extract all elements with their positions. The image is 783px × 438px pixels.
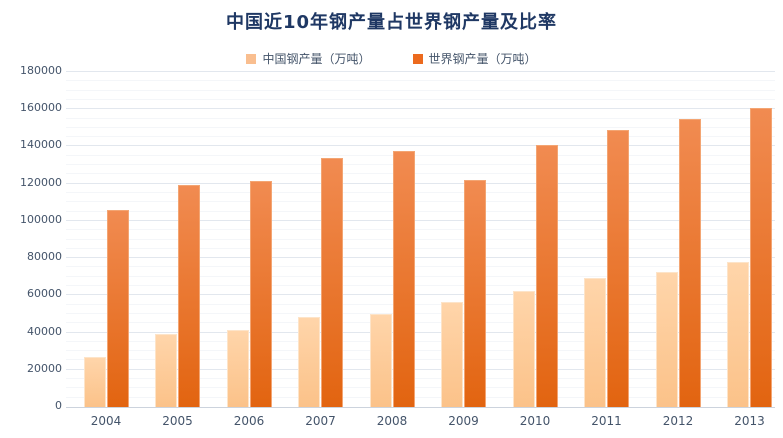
bar-group-2010 — [512, 145, 558, 407]
china-bar-2004 — [83, 357, 106, 407]
gridline-major — [66, 182, 775, 184]
x-axis-label: 2010 — [519, 414, 551, 428]
legend-item[interactable]: 中国钢产量（万吨） — [246, 50, 371, 67]
gridline-minor — [66, 378, 775, 380]
x-axis-label: 2011 — [591, 414, 622, 428]
gridline-minor — [66, 350, 775, 352]
y-tick-label: 20000 — [27, 361, 62, 375]
gridline-minor — [66, 136, 775, 138]
gridline-minor — [66, 340, 775, 342]
y-tick-label: 180000 — [20, 64, 62, 77]
gridline-minor — [66, 322, 775, 324]
gridline-minor — [66, 201, 775, 203]
gridline-minor — [66, 164, 775, 166]
world-bar-2005 — [178, 185, 200, 407]
world-bar-2013 — [750, 108, 772, 407]
china-bar-2012 — [655, 272, 678, 407]
x-axis-label: 2012 — [662, 414, 694, 428]
bar-group-2012 — [655, 119, 701, 407]
gridline-minor — [66, 80, 775, 82]
y-tick-label: 100000 — [20, 212, 62, 226]
plot-area: 0 20000 40000 60000 80000 100000 120000 140000 1… — [20, 65, 775, 428]
y-tick-label: 140000 — [20, 138, 62, 152]
x-axis-label: 2006 — [233, 414, 265, 428]
y-tick-label: 40000 — [27, 324, 62, 338]
gridline-major — [66, 145, 775, 147]
gridline-major — [66, 331, 775, 333]
gridline-minor — [66, 229, 775, 231]
world-bar-2009 — [464, 180, 486, 407]
gridline-major — [66, 257, 775, 259]
bar-group-2011 — [584, 130, 629, 407]
china-bar-2005 — [155, 334, 177, 407]
gridline-minor — [66, 117, 775, 119]
y-tick-label: 160000 — [20, 101, 62, 115]
x-axis-label: 2004 — [90, 414, 122, 428]
x-axis-label: 2008 — [376, 414, 408, 428]
world-bar-2007 — [321, 158, 343, 407]
gridline-minor — [66, 312, 775, 314]
gridline-minor — [66, 126, 775, 128]
gridline-minor — [66, 98, 775, 100]
gridline-minor — [66, 275, 775, 277]
gridline-minor — [66, 191, 775, 193]
gridline-minor — [66, 89, 775, 91]
y-tick-label: 60000 — [27, 287, 62, 301]
y-tick-label: 0 — [55, 399, 62, 412]
bar-group-2008 — [369, 151, 415, 407]
bar-group-2007 — [298, 158, 343, 407]
china-bar-2008 — [369, 314, 392, 407]
china-series-swatch — [246, 53, 257, 64]
gridline-minor — [66, 173, 775, 175]
world-bar-2010 — [535, 145, 558, 407]
bar-group-2005 — [155, 185, 200, 407]
gridline-major — [66, 368, 775, 370]
bar-group-2006 — [226, 181, 272, 407]
bar-group-2013 — [727, 108, 772, 407]
x-axis-line — [66, 407, 775, 408]
x-axis-label: 2007 — [305, 414, 336, 428]
x-axis-label: 2013 — [734, 414, 765, 428]
world-bar-2008 — [392, 151, 415, 407]
gridline-minor — [66, 396, 775, 398]
china-bar-2013 — [727, 262, 749, 407]
gridline-major — [66, 294, 775, 296]
gridline-minor — [66, 359, 775, 361]
china-bar-2010 — [512, 291, 535, 407]
gridline-minor — [66, 387, 775, 389]
gridline-major — [66, 108, 775, 110]
world-series-swatch — [412, 53, 423, 64]
gridline-major — [66, 71, 775, 72]
legend-label: 中国钢产量（万吨） — [262, 52, 371, 66]
china-bar-2011 — [584, 278, 606, 407]
china-bar-2006 — [226, 330, 249, 407]
gridline-minor — [66, 238, 775, 240]
y-tick-label: 80000 — [27, 250, 62, 264]
world-bar-2006 — [249, 181, 272, 407]
y-tick-label: 120000 — [20, 175, 62, 189]
legend-label: 世界钢产量（万吨） — [428, 52, 537, 66]
gridline-minor — [66, 154, 775, 156]
china-bar-2007 — [298, 317, 320, 407]
legend-item[interactable]: 世界钢产量（万吨） — [412, 50, 537, 67]
world-bar-2012 — [678, 119, 701, 407]
china-bar-2009 — [441, 302, 463, 407]
chart-legend: 中国钢产量（万吨） 世界钢产量（万吨） — [0, 50, 783, 67]
bar-group-2009 — [441, 180, 486, 407]
gridline-minor — [66, 303, 775, 305]
gridline-minor — [66, 266, 775, 268]
bar-group-2004 — [83, 210, 129, 407]
gridline-minor — [66, 285, 775, 287]
gridline-minor — [66, 247, 775, 249]
world-bar-2011 — [607, 130, 629, 407]
world-bar-2004 — [106, 210, 129, 407]
x-axis-label: 2005 — [162, 414, 193, 428]
gridline-minor — [66, 210, 775, 212]
gridline-major — [66, 219, 775, 221]
x-axis-label: 2009 — [448, 414, 479, 428]
chart-title: 中国近10年钢产量占世界钢产量及比率 — [225, 12, 558, 33]
